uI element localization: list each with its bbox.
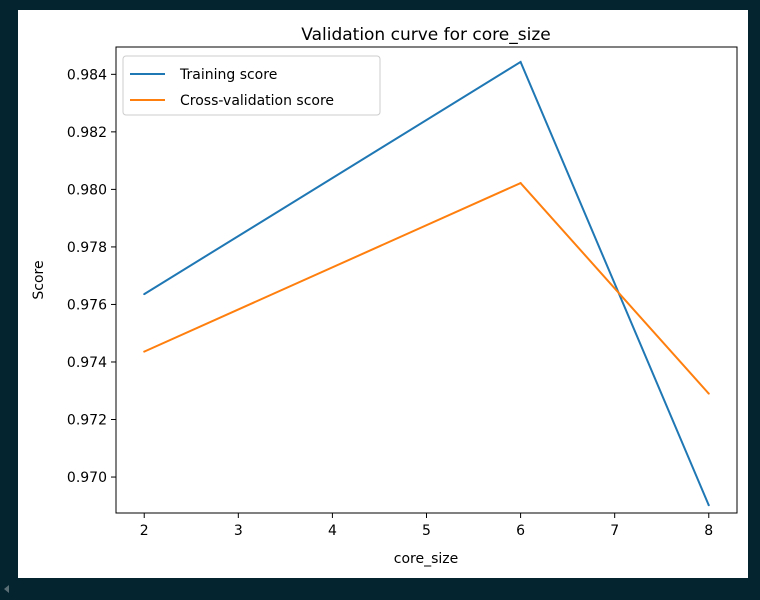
x-tick-label: 5 bbox=[422, 523, 431, 539]
y-tick-label: 0.980 bbox=[67, 182, 107, 198]
y-tick-label: 0.978 bbox=[67, 240, 107, 256]
x-tick-label: 4 bbox=[328, 523, 337, 539]
y-tick-label: 0.982 bbox=[67, 125, 107, 141]
data-point-0-0 bbox=[143, 293, 146, 296]
legend-label-1: Cross-validation score bbox=[180, 93, 334, 109]
legend-box bbox=[122, 55, 381, 116]
validation-curve-chart: Validation curve for core_size 2 3 4 5 6 7 8 0… bbox=[31, 25, 738, 567]
y-tick-label: 0.970 bbox=[67, 470, 107, 486]
x-axis-label: core_size bbox=[394, 551, 458, 567]
x-tick-label: 8 bbox=[704, 523, 713, 539]
x-tick-label: 2 bbox=[140, 523, 149, 539]
x-tick-label: 7 bbox=[610, 523, 619, 539]
y-tick-label: 0.984 bbox=[67, 67, 107, 83]
series-line-1 bbox=[143, 181, 710, 395]
data-point-0-1 bbox=[519, 60, 522, 63]
data-point-1-2 bbox=[707, 392, 710, 395]
series-line-0 bbox=[143, 60, 710, 506]
y-tick-label: 0.972 bbox=[67, 413, 107, 429]
x-tick-label: 3 bbox=[234, 523, 243, 539]
legend-label-0: Training score bbox=[179, 67, 277, 83]
x-axis: 2 3 4 5 6 7 8 bbox=[140, 513, 713, 539]
legend: Training score Cross-validation score bbox=[122, 55, 381, 116]
chart-title: Validation curve for core_size bbox=[301, 25, 550, 45]
plot-area bbox=[143, 60, 710, 507]
y-axis: 0.970 0.972 0.974 0.976 0.978 0.980 0.982 0.984 bbox=[67, 67, 116, 486]
data-point-0-2 bbox=[707, 504, 710, 507]
y-axis-label: Score bbox=[31, 260, 47, 299]
data-point-1-0 bbox=[143, 350, 146, 353]
collapse-arrow-icon[interactable] bbox=[4, 585, 9, 593]
axes-frame bbox=[115, 46, 738, 514]
x-tick-label: 6 bbox=[516, 523, 525, 539]
y-tick-label: 0.976 bbox=[67, 297, 107, 313]
figure-canvas: Validation curve for core_size 2 3 4 5 6 7 8 0… bbox=[18, 10, 748, 578]
data-point-1-1 bbox=[519, 182, 522, 185]
y-tick-label: 0.974 bbox=[67, 355, 107, 371]
